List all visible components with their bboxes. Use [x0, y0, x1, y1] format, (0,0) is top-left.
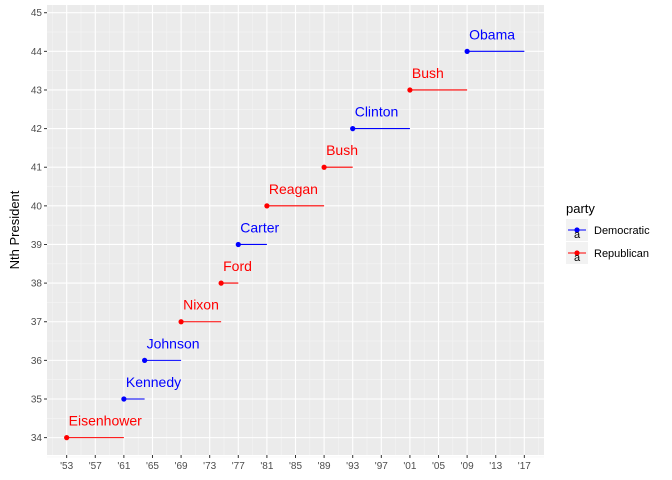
x-tick-label: '01: [403, 461, 416, 472]
president-label: Clinton: [355, 104, 399, 120]
president-label: Reagan: [269, 181, 318, 197]
president-label: Nixon: [183, 297, 219, 313]
term-start-point: [235, 241, 241, 248]
x-tick-label: '09: [461, 461, 474, 472]
legend-key-point: [574, 250, 580, 256]
x-tick-label: '17: [518, 461, 531, 472]
data-marks: Eisenhower Kennedy Johnson Nixon Ford Carter R…: [64, 26, 525, 441]
grid-lines: [47, 5, 544, 458]
term-start-point: [218, 280, 224, 286]
y-tick-label: 35: [31, 394, 43, 405]
x-tick-label: '85: [289, 461, 302, 472]
x-tick-label: '97: [375, 461, 388, 472]
term-start-point: [464, 48, 470, 54]
president-label: Bush: [326, 142, 358, 158]
president-label: Johnson: [147, 335, 200, 351]
y-tick-label: 43: [31, 85, 43, 96]
y-axis-title: Nth President: [7, 190, 22, 269]
term-start-point: [142, 357, 148, 363]
president-label: Kennedy: [126, 374, 181, 390]
y-tick-label: 39: [31, 240, 43, 251]
term-start-point: [350, 126, 356, 132]
term-start-point: [121, 396, 127, 402]
legend-entry-label: Democratic: [594, 225, 650, 237]
y-tick-label: 37: [31, 317, 43, 328]
axes: '53 '57 '61 '65 '69 '73 '77 '81 '85 '89 '93 '97 '01 '…: [31, 8, 531, 472]
term-start-point: [321, 164, 327, 170]
term-start-point: [407, 87, 413, 93]
x-tick-label: '13: [489, 461, 502, 472]
president-label: Bush: [412, 65, 444, 81]
president-label: Eisenhower: [69, 413, 142, 429]
term-start-point: [64, 435, 70, 441]
term-start-point: [264, 203, 270, 209]
president-label: Ford: [223, 258, 252, 274]
y-tick-label: 44: [31, 47, 43, 58]
x-tick-label: '05: [432, 461, 445, 472]
x-tick-label: '93: [346, 461, 359, 472]
y-tick-label: 40: [31, 201, 43, 212]
legend-key-glyph: a: [574, 252, 581, 264]
x-tick-label: '89: [318, 461, 331, 472]
y-tick-label: 36: [31, 356, 43, 367]
president-label: Carter: [240, 219, 279, 235]
legend-title: party: [566, 201, 595, 216]
x-tick-label: '77: [232, 461, 245, 472]
y-tick-label: 41: [31, 163, 43, 174]
legend: party a Democratic a Republican: [566, 201, 650, 264]
x-tick-label: '69: [175, 461, 188, 472]
legend-key-glyph: a: [574, 229, 581, 241]
x-tick-label: '81: [260, 461, 273, 472]
x-tick-label: '73: [203, 461, 216, 472]
term-start-point: [178, 319, 184, 325]
legend-entry-label: Republican: [594, 248, 649, 260]
x-tick-label: '61: [117, 461, 130, 472]
y-tick-label: 34: [31, 433, 43, 444]
x-tick-label: '53: [60, 461, 73, 472]
y-tick-label: 42: [31, 124, 43, 135]
president-label: Obama: [469, 26, 515, 42]
x-tick-label: '57: [89, 461, 102, 472]
y-tick-label: 45: [31, 8, 43, 19]
legend-key-point: [574, 227, 580, 233]
x-tick-label: '65: [146, 461, 159, 472]
y-tick-label: 38: [31, 279, 43, 290]
